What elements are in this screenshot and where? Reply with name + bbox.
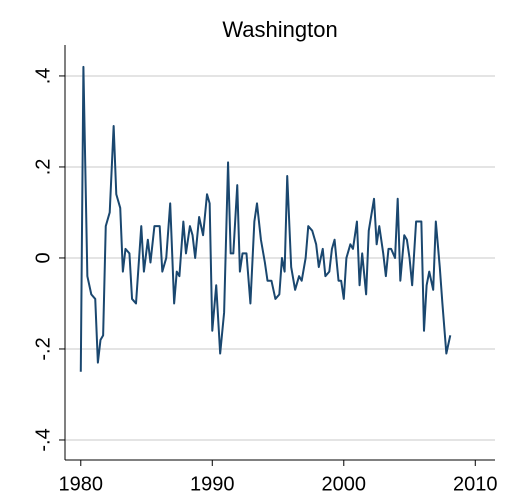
y-tick-label: 0 <box>32 252 54 263</box>
data-line <box>79 65 452 372</box>
x-tick-label: 2000 <box>322 473 367 495</box>
chart-title: Washington <box>222 17 337 42</box>
y-tick-label: .4 <box>32 68 54 85</box>
x-tick-label: 1980 <box>59 473 104 495</box>
y-tick-label: -.4 <box>32 428 54 451</box>
y-tick-label: .2 <box>32 159 54 176</box>
y-tick-label: -.2 <box>32 337 54 360</box>
x-tick-label: 1990 <box>190 473 235 495</box>
x-tick-label: 2010 <box>453 473 498 495</box>
